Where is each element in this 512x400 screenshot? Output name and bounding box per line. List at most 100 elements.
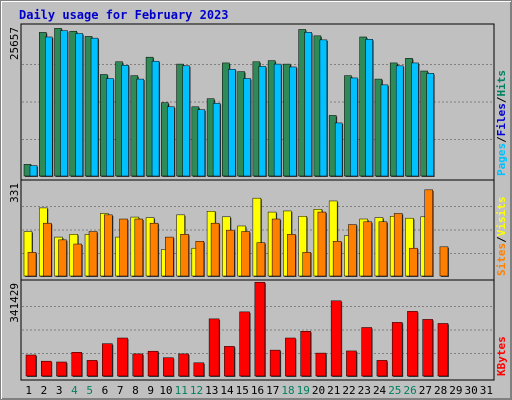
bar-middle-sites-9 — [149, 222, 159, 277]
bar-top-pages-14 — [228, 69, 236, 177]
max-label-middle: 331 — [8, 183, 21, 203]
bar-middle-sites-3 — [58, 239, 67, 277]
bar-bottom-kbytes-14 — [224, 346, 235, 377]
x-tick-label-5: 5 — [86, 384, 93, 397]
x-tick-label-3: 3 — [56, 384, 63, 397]
bar-bottom-kbytes-26 — [407, 311, 418, 377]
x-tick-label-1: 1 — [25, 384, 32, 397]
bar-middle-sites-7 — [119, 218, 128, 277]
bar-bottom-kbytes-25 — [391, 322, 403, 377]
bar-bottom-kbytes-3 — [56, 361, 67, 377]
legend-entry-top-2: Files — [495, 103, 508, 136]
bar-top-pages-21 — [334, 122, 343, 177]
bar-middle-sites-15 — [241, 231, 250, 277]
x-tick-label-29: 29 — [449, 384, 462, 397]
bar-bottom-kbytes-11 — [178, 353, 189, 377]
x-tick-label-24: 24 — [373, 384, 387, 397]
x-tick-label-26: 26 — [403, 384, 416, 397]
bar-top-pages-27 — [426, 73, 434, 177]
bar-bottom-kbytes-21 — [330, 300, 342, 377]
x-tick-label-17: 17 — [266, 384, 279, 397]
bar-middle-sites-18 — [287, 234, 296, 277]
bar-top-pages-23 — [365, 39, 373, 177]
bar-top-pages-24 — [380, 84, 389, 177]
bar-middle-sites-19 — [302, 252, 311, 277]
bar-bottom-kbytes-6 — [102, 343, 113, 377]
bar-middle-sites-16 — [256, 242, 266, 277]
x-tick-label-27: 27 — [419, 384, 432, 397]
bar-bottom-kbytes-15 — [239, 311, 250, 377]
bar-bottom-kbytes-4 — [71, 352, 83, 377]
bar-middle-sites-5 — [88, 231, 98, 277]
x-tick-label-22: 22 — [342, 384, 355, 397]
bar-top-pages-6 — [106, 78, 114, 177]
x-tick-label-6: 6 — [102, 384, 109, 397]
x-tick-label-11: 11 — [175, 384, 188, 397]
legend-entry-bottom-0: KBytes — [495, 336, 508, 376]
bar-top-pages-19 — [304, 32, 312, 177]
bar-middle-sites-1 — [27, 252, 37, 277]
bar-top-pages-2 — [45, 36, 53, 177]
bar-top-pages-18 — [289, 66, 297, 177]
bar-middle-sites-14 — [226, 229, 235, 277]
bar-top-pages-11 — [182, 65, 190, 177]
bar-middle-sites-13 — [210, 222, 220, 277]
bar-middle-sites-20 — [317, 211, 327, 277]
bar-middle-sites-2 — [43, 222, 52, 277]
bar-bottom-kbytes-1 — [25, 354, 37, 377]
bar-bottom-kbytes-19 — [300, 331, 311, 377]
bar-middle-sites-21 — [332, 241, 342, 277]
bar-bottom-kbytes-20 — [315, 352, 327, 377]
bar-bottom-kbytes-13 — [208, 318, 220, 377]
bar-bottom-kbytes-10 — [163, 357, 174, 377]
bar-bottom-kbytes-28 — [437, 323, 449, 377]
bar-top-pages-20 — [319, 39, 328, 177]
legend-middle: Sites/Visits — [495, 197, 508, 277]
x-tick-label-30: 30 — [464, 384, 477, 397]
bar-bottom-kbytes-18 — [285, 337, 296, 377]
legend-entry-top-1: / — [495, 136, 508, 143]
bar-bottom-kbytes-27 — [422, 319, 433, 377]
bar-middle-sites-26 — [409, 247, 418, 277]
x-tick-label-23: 23 — [358, 384, 371, 397]
x-tick-label-28: 28 — [434, 384, 447, 397]
bar-top-pages-8 — [136, 78, 145, 177]
bar-top-pages-15 — [243, 78, 251, 177]
bar-middle-sites-11 — [180, 234, 189, 277]
x-tick-label-15: 15 — [236, 384, 249, 397]
max-label-top: 25657 — [8, 27, 21, 60]
bar-top-pages-5 — [90, 37, 99, 177]
legend-bottom: KBytes — [495, 336, 508, 376]
legend-top: Pages/Files/Hits — [495, 70, 508, 176]
bar-middle-sites-22 — [348, 224, 357, 277]
bar-top-pages-3 — [60, 30, 68, 177]
bar-bottom-kbytes-8 — [132, 353, 144, 377]
chart-title: Daily usage for February 2023 — [19, 8, 229, 22]
x-tick-label-16: 16 — [251, 384, 264, 397]
bar-middle-sites-17 — [271, 218, 281, 277]
bar-middle-sites-24 — [378, 221, 388, 277]
bar-middle-sites-12 — [195, 241, 205, 277]
bar-middle-sites-4 — [73, 243, 83, 277]
bar-bottom-kbytes-17 — [269, 349, 281, 377]
bar-bottom-kbytes-24 — [376, 360, 388, 377]
bar-top-pages-13 — [212, 103, 221, 177]
bar-top-pages-17 — [273, 63, 282, 177]
bar-top-pages-1 — [29, 165, 38, 177]
bar-bottom-kbytes-7 — [117, 337, 128, 377]
bar-bottom-kbytes-2 — [41, 360, 52, 377]
bar-top-pages-25 — [395, 65, 404, 177]
bar-middle-sites-25 — [393, 213, 403, 277]
bar-bottom-kbytes-12 — [193, 362, 205, 377]
bar-middle-sites-23 — [363, 221, 372, 277]
bar-middle-sites-6 — [104, 214, 113, 277]
legend-entry-middle-1: / — [495, 236, 508, 243]
bar-bottom-kbytes-5 — [86, 360, 98, 377]
x-tick-label-13: 13 — [205, 384, 218, 397]
x-tick-label-14: 14 — [220, 384, 234, 397]
x-tick-label-18: 18 — [281, 384, 294, 397]
x-tick-label-12: 12 — [190, 384, 203, 397]
x-tick-label-19: 19 — [297, 384, 310, 397]
bar-middle-sites-8 — [134, 218, 144, 277]
